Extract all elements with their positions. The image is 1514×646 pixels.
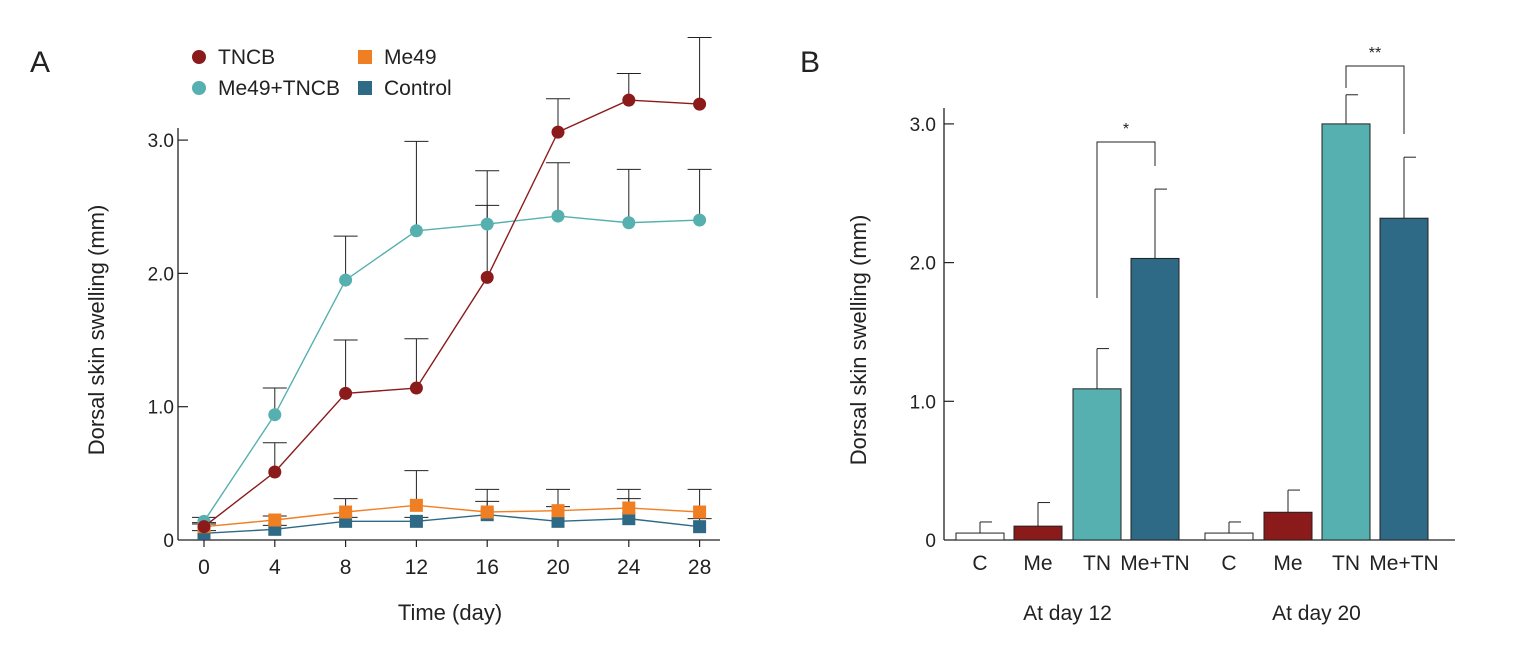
point-tncb-day-16 [480,270,494,284]
panel-b-bar-chart: 0 1.0 2.0 3.0 C Me TN Me+TN At day 12 * C Me TN Me+TN… [910,45,1455,625]
panel-b-bar-label: Me+TN [1120,552,1189,575]
point-tncb-day-28 [693,97,707,111]
point-me49-day-16 [480,505,494,519]
point-tncb-day-0 [197,520,211,534]
legend-marker-control [358,81,372,95]
panel-b-y-axis-title: Dorsal skin swelling (mm) [846,215,871,466]
bar-day12-me [1013,525,1063,541]
point-me49-day-4 [268,513,282,527]
legend-marker-me49 [358,50,372,64]
legend-label: Me49+TNCB [218,77,340,100]
point-tncb-day-12 [409,381,423,395]
panel-a-legend: TNCB Me49 Me49+TNCB Control [192,46,452,100]
panel-a-label: A [30,46,50,79]
panel-a-y-tick-label: 0 [163,531,174,552]
point-me49-tncb-day-16 [480,217,494,231]
point-control-day-20 [551,514,565,528]
panel-a-x-tick-label: 8 [340,556,352,579]
bar-day20-tn [1321,123,1371,541]
point-tncb-day-24 [622,93,636,107]
bar-day12-me-tn [1130,257,1180,541]
panel-b-group-label: At day 12 [1023,602,1112,625]
bar-day12-tn [1072,388,1122,541]
panel-a-line-chart: 0 1.0 2.0 3.0 0 4 8 12 16 20 24 28 TNCB Me49 Me49+TNCB… [148,36,720,579]
point-me49-tncb-day-20 [551,209,565,223]
series-line-tncb [203,99,700,528]
point-control-day-12 [409,514,423,528]
panel-b-bar-label: TN [1332,552,1360,575]
point-tncb-day-8 [339,386,353,400]
significance-bracket [1096,141,1156,298]
series-line-control [203,513,700,535]
series-line-me49-tncb [203,215,700,522]
significance-bracket [1345,65,1405,134]
panel-b-bar-label: C [1221,552,1236,575]
panel-a-x-tick-label: 16 [476,556,499,579]
legend-marker-me49-tncb [192,81,206,95]
panel-a-x-tick-label: 0 [198,556,210,579]
bar-day12-c [955,532,1005,541]
panel-a-y-axis-title: Dorsal skin swelling (mm) [84,205,109,456]
point-me49-day-8 [339,505,353,519]
panel-b-y-tick-label: 0 [925,531,936,552]
legend-label: Control [384,77,452,100]
panel-a-x-tick-label: 24 [617,556,641,579]
legend-marker-tncb [192,50,206,64]
point-me49-tncb-day-4 [268,408,282,422]
point-control-day-24 [622,512,636,526]
panel-b-bar-label: Me [1023,552,1052,575]
point-control-day-28 [693,520,707,534]
series-line-me49 [203,504,700,528]
panel-a-x-tick-label: 28 [688,556,711,579]
legend-label: Me49 [384,46,437,69]
panel-a-y-tick-label: 3.0 [148,131,174,152]
panel-b-bar-label: Me+TN [1369,552,1438,575]
panel-b-group-label: At day 20 [1272,602,1361,625]
panel-a-x-tick-label: 4 [269,556,281,579]
point-me49-tncb-day-24 [622,216,636,230]
panel-b-y-tick-label: 2.0 [910,254,936,275]
point-me49-day-12 [409,498,423,512]
panel-b-y-tick-label: 3.0 [910,115,936,136]
bar-day20-me-tn [1379,217,1429,541]
point-tncb-day-20 [551,125,565,139]
point-me49-day-24 [622,501,636,515]
panel-a-x-axis-title: Time (day) [398,600,502,625]
panel-a-x-tick-label: 12 [405,556,428,579]
point-me49-day-28 [693,505,707,519]
panel-b-bar-label: TN [1083,552,1111,575]
bar-day20-me [1263,511,1313,541]
significance-label: * [1123,121,1129,138]
panel-a-x-tick-label: 20 [546,556,569,579]
panel-b-bar-label: Me [1273,552,1302,575]
bar-day20-c [1204,532,1254,541]
panel-b-bar-label: C [972,552,987,575]
point-tncb-day-4 [268,465,282,479]
legend-label: TNCB [218,46,275,69]
point-me49-day-20 [551,504,565,518]
point-me49-tncb-day-28 [693,213,707,227]
panel-b-y-tick-label: 1.0 [910,392,936,413]
panel-a-y-tick-label: 2.0 [148,264,174,285]
significance-label: ** [1369,45,1381,62]
panel-a-y-tick-label: 1.0 [148,398,174,419]
point-me49-tncb-day-8 [339,273,353,287]
panel-b-label: B [800,46,820,79]
point-me49-tncb-day-12 [409,224,423,238]
